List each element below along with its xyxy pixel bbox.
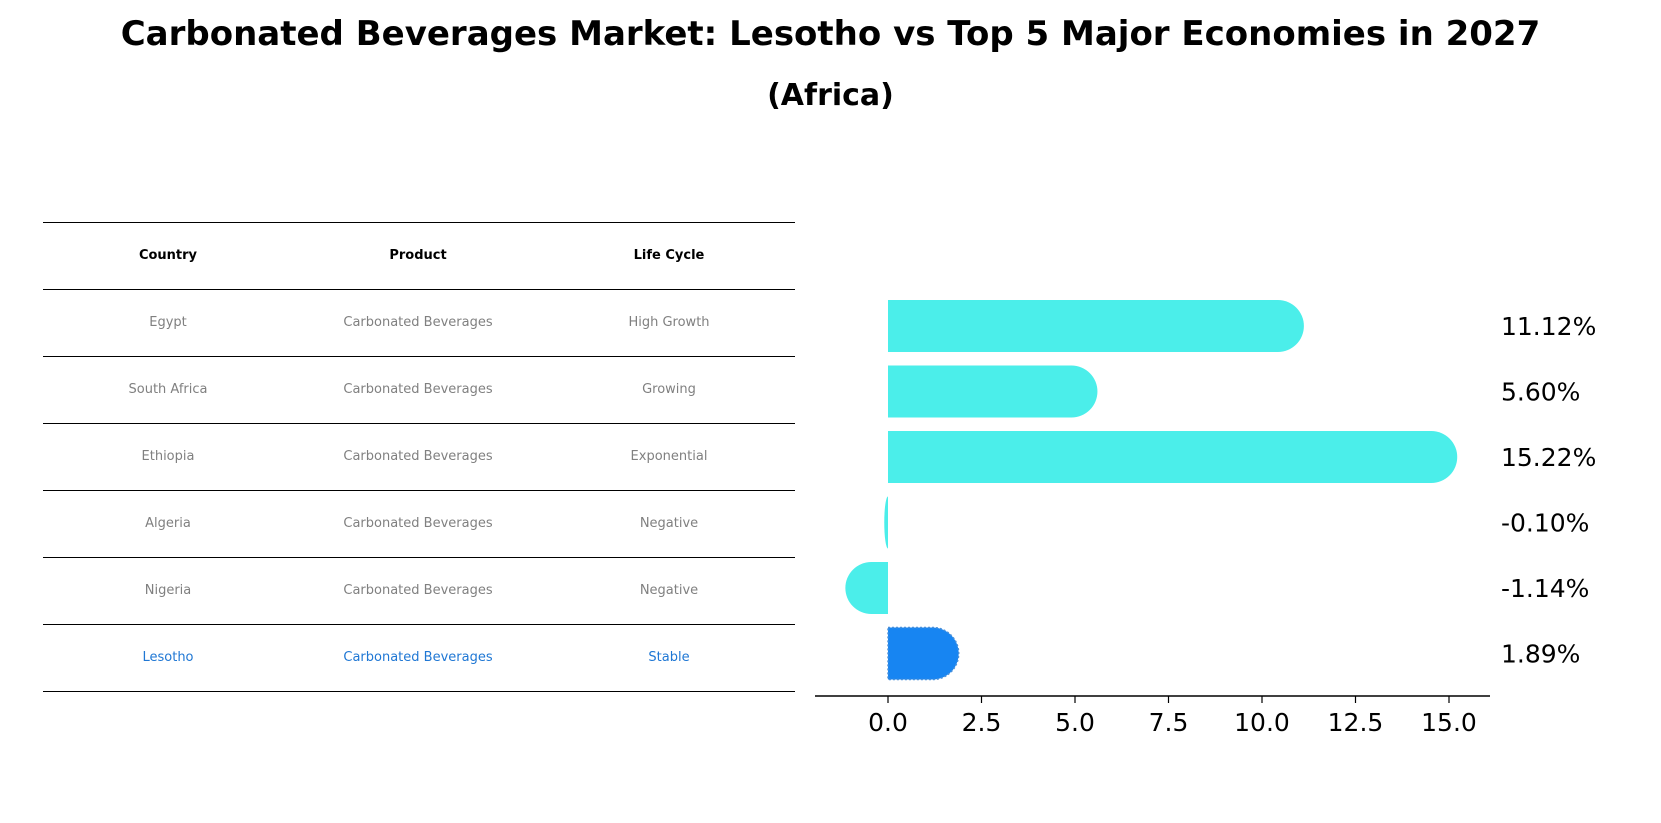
table-cell-country: Nigeria <box>144 583 192 598</box>
table-cell-product: Carbonated Beverages <box>343 583 493 598</box>
table-cell-country: Algeria <box>145 516 191 531</box>
table-cell-life-cycle: Negative <box>639 516 699 531</box>
table-cell-country: South Africa <box>128 382 208 397</box>
table-rule <box>43 423 795 424</box>
bar <box>845 562 888 614</box>
x-tick-label: 7.5 <box>1149 708 1189 737</box>
table-rule <box>43 557 795 558</box>
table-cell-product: Carbonated Beverages <box>343 516 493 531</box>
table-cell-product: Carbonated Beverages <box>343 315 493 330</box>
value-label-group: 11.12% 5.60% 15.22% -0.10% -1.14% 1.89% <box>1501 312 1596 669</box>
x-tick-label: 10.0 <box>1234 708 1290 737</box>
table-cell-life-cycle-highlight: Stable <box>648 650 690 665</box>
table-rule <box>43 624 795 625</box>
table-header-country: Country <box>138 248 198 263</box>
table-rule-header <box>43 289 795 290</box>
table-cell-product-highlight: Carbonated Beverages <box>343 650 493 665</box>
bar-highlight <box>887 626 960 681</box>
table-cell-country: Egypt <box>149 315 187 330</box>
chart-title: Carbonated Beverages Market: Lesotho vs … <box>120 14 1541 54</box>
value-label: -0.10% <box>1501 509 1589 538</box>
bar <box>888 365 1098 418</box>
x-tick-label: 15.0 <box>1421 708 1477 737</box>
x-tick-group: 0.0 2.5 5.0 7.5 10.0 12.5 15.0 <box>868 696 1477 737</box>
x-tick-label: 12.5 <box>1328 708 1384 737</box>
table-cell-life-cycle: Exponential <box>630 449 708 464</box>
value-label: -1.14% <box>1501 574 1589 603</box>
table-rule <box>43 490 795 491</box>
table-header-life-cycle: Life Cycle <box>633 248 705 263</box>
table-cell-product: Carbonated Beverages <box>343 382 493 397</box>
table-cell-life-cycle: Negative <box>639 583 699 598</box>
value-label: 11.12% <box>1501 312 1596 341</box>
table-cell-country-highlight: Lesotho <box>142 650 194 665</box>
x-tick-label: 0.0 <box>868 708 908 737</box>
table-cell-product: Carbonated Beverages <box>343 449 493 464</box>
value-label: 15.22% <box>1501 443 1596 472</box>
table-rule-bottom <box>43 691 795 692</box>
table-cell-country: Ethiopia <box>141 449 195 464</box>
bar <box>888 431 1458 483</box>
table-rule <box>43 356 795 357</box>
table-header-product: Product <box>389 248 447 263</box>
table-cell-life-cycle: Growing <box>642 382 696 397</box>
value-label: 5.60% <box>1501 378 1580 407</box>
table-cell-life-cycle: High Growth <box>628 315 710 330</box>
x-tick-label: 5.0 <box>1055 708 1095 737</box>
value-label: 1.89% <box>1501 640 1580 669</box>
bar <box>888 300 1304 352</box>
table-rule-top <box>43 222 795 223</box>
bar-group <box>845 300 1458 681</box>
x-tick-label: 2.5 <box>962 708 1002 737</box>
bar <box>884 496 888 549</box>
chart-subtitle: (Africa) <box>767 78 894 113</box>
